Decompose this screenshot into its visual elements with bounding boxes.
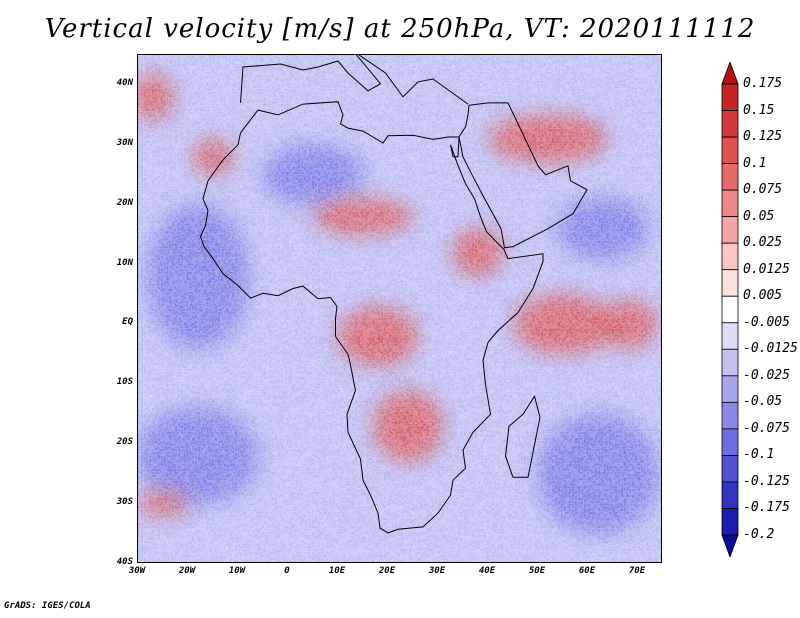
colorbar-swatch [721,322,739,350]
colorbar-swatch [721,189,739,218]
colorbar-swatch [721,534,739,557]
colorbar-label: 0.175 [743,76,783,91]
colorbar-label: -0.2 [743,527,775,542]
lon-label: 70E [628,566,646,576]
colorbar-swatch [721,163,739,191]
colorbar-swatch [721,508,739,536]
colorbar-label: -0.075 [743,420,790,436]
colorbar-swatch [721,136,739,164]
colorbar-swatch [721,83,739,111]
colorbar-swatch [721,428,739,456]
vertical-velocity-field [138,55,661,562]
colorbar-label: 0.125 [743,129,783,145]
colorbar-label: -0.05 [743,394,783,410]
lon-label: 30W [128,566,146,576]
colorbar-swatch [721,401,739,430]
lat-label: 40N [116,77,133,88]
lon-label: 20E [378,566,396,576]
lon-label: 40E [478,566,496,576]
africa-coastline [199,101,544,534]
lat-label: 30S [116,497,133,508]
chart-title: Vertical velocity [m/s] at 250hPa, VT: 2… [44,14,756,44]
lon-label: 10E [328,566,346,576]
colorbar-label: -0.0125 [743,341,798,357]
colorbar-swatch [721,481,739,509]
lat-label: 10N [116,257,133,268]
colorbar-swatch [721,269,739,297]
madagascar-coastline [504,395,541,478]
colorbar-label: 0.025 [743,235,783,251]
colorbar-swatch [721,375,739,403]
colorbar-label: -0.025 [743,367,790,383]
lat-label: 20N [116,197,133,208]
coastline-outline [199,55,588,534]
lon-label: 10W [228,566,246,576]
colorbar-label: 0.1 [743,155,767,171]
colorbar-swatch [721,216,739,244]
colorbar-label: 0.075 [743,182,783,198]
colorbar-swatch [721,295,739,324]
lon-label: 60E [578,566,596,576]
colorbar-label: 0.15 [743,102,775,118]
lon-label: 50E [528,566,546,576]
colorbar-swatch [721,110,739,138]
lat-label: EQ [122,317,133,328]
colorbar-label: -0.125 [743,473,790,489]
colorbar-label: 0.0125 [743,261,790,277]
arabia-coastline [458,102,588,249]
colorbar-swatch [721,62,739,85]
colorbar-swatch [721,455,739,483]
colorbar-label: 0.005 [743,288,783,304]
southern-europe-coastline [240,55,469,105]
lat-label: 30N [116,137,133,148]
lon-label: 30E [428,566,446,576]
colorbar-label: 0.05 [743,208,775,224]
lon-label: 20W [178,566,196,576]
colorbar-label: -0.175 [743,500,790,516]
colorbar-swatch [721,348,739,377]
lat-label: 10S [116,377,133,388]
lat-label: 40S [116,557,133,567]
grads-credit: GrADS: IGES/COLA [4,601,91,611]
colorbar [721,62,739,557]
colorbar-swatch [721,242,739,271]
map-panel [137,54,662,563]
lat-label: 20S [116,437,133,448]
lon-label: 0 [284,566,290,576]
colorbar-label: -0.005 [743,314,790,330]
colorbar-label: -0.1 [743,447,775,463]
